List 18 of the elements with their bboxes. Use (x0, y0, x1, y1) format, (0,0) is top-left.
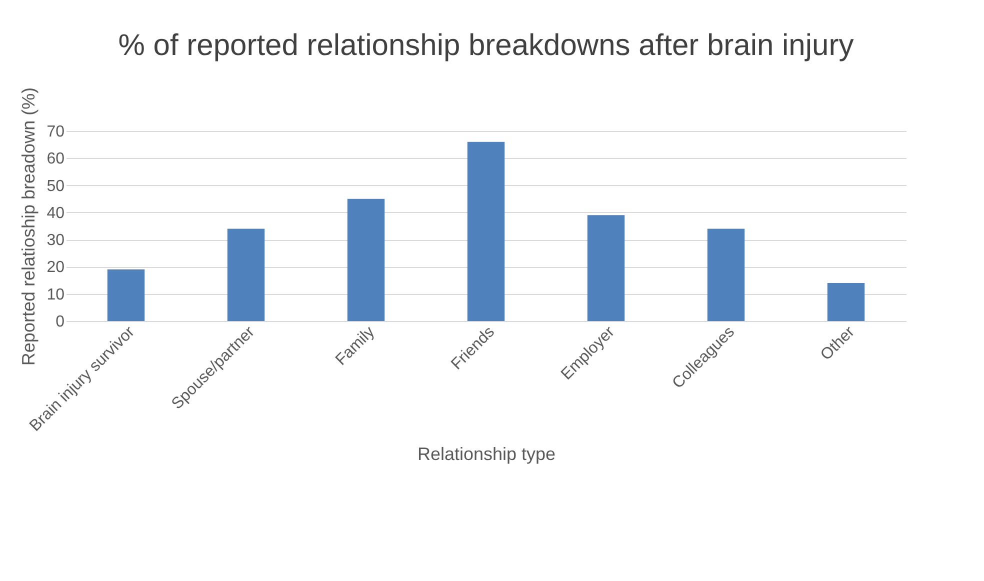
bar (707, 228, 745, 321)
y-tick-label: 0 (56, 314, 65, 330)
bar (827, 283, 865, 321)
y-axis-title: Reported relatioship breadown (%) (18, 87, 39, 366)
y-tick-label: 40 (46, 204, 65, 222)
bar (107, 269, 145, 321)
y-tick-label: 70 (46, 124, 65, 140)
y-tick-label: 60 (46, 150, 65, 168)
y-tick-label: 10 (46, 286, 65, 304)
x-axis-title: Relationship type (417, 444, 556, 464)
chart-title: % of reported relationship breakdowns after brain injury (118, 28, 854, 62)
y-tick-label: 50 (46, 178, 65, 195)
y-tick-label: 30 (46, 232, 65, 250)
bar (467, 142, 505, 321)
bar (587, 215, 625, 321)
bar (227, 228, 265, 321)
bar (347, 198, 385, 321)
y-tick-label: 20 (46, 259, 65, 276)
